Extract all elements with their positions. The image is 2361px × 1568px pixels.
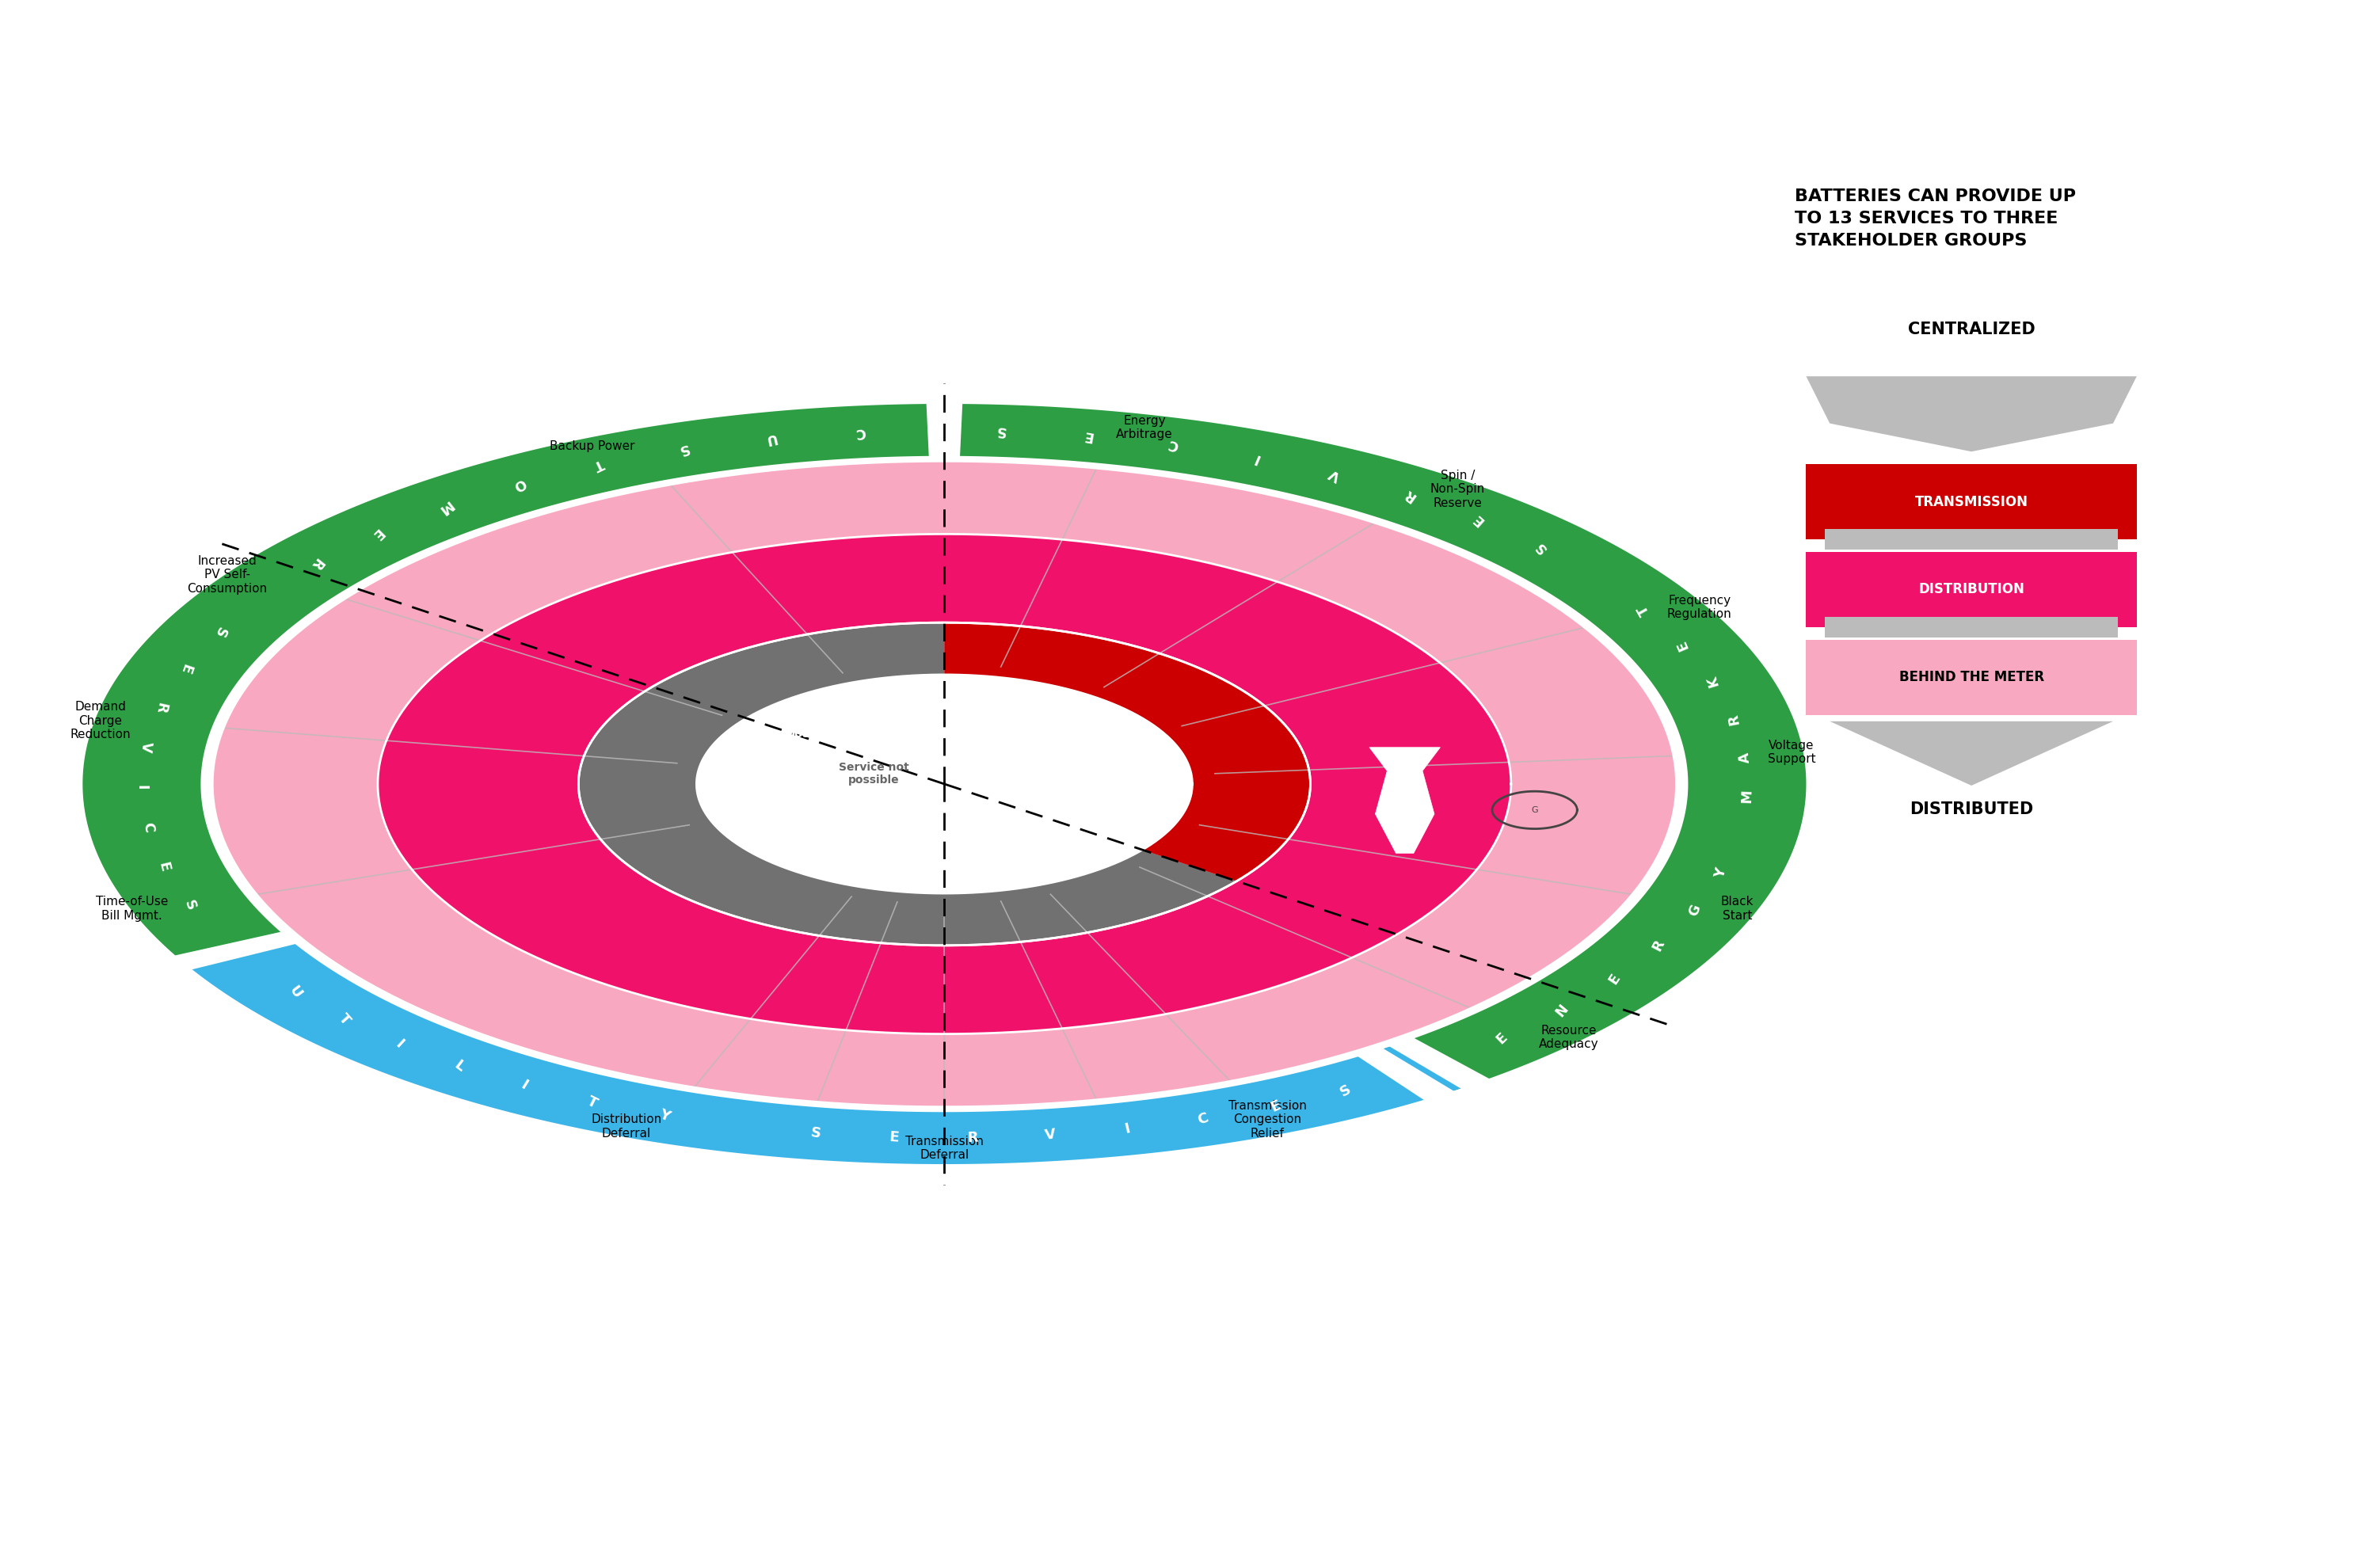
Polygon shape — [926, 394, 963, 466]
Text: Increased
PV Self-
Consumption: Increased PV Self- Consumption — [187, 555, 267, 594]
Text: C: C — [1166, 436, 1180, 453]
Polygon shape — [1346, 1040, 1466, 1109]
Text: TRANSMISSION: TRANSMISSION — [1915, 494, 2028, 510]
Text: G: G — [1686, 902, 1702, 917]
Text: E: E — [1081, 428, 1093, 444]
Text: Distribution
Deferral: Distribution Deferral — [590, 1113, 661, 1140]
Text: Demand
Charge
Reduction: Demand Charge Reduction — [71, 701, 130, 740]
Text: C: C — [1195, 1110, 1211, 1127]
Text: E: E — [368, 525, 385, 543]
Text: DISTRIBUTED: DISTRIBUTED — [1910, 801, 2033, 817]
Polygon shape — [153, 927, 316, 975]
Bar — [1825, 618, 2118, 637]
Text: S: S — [675, 441, 689, 458]
Text: G: G — [1532, 806, 1537, 814]
Text: S: S — [210, 624, 229, 640]
Polygon shape — [1369, 748, 1440, 853]
Text: L: L — [451, 1058, 467, 1074]
Text: Backup Power: Backup Power — [550, 441, 635, 452]
Text: R: R — [153, 701, 168, 713]
Polygon shape — [1079, 729, 1117, 817]
Text: R: R — [1726, 712, 1742, 726]
Text: E: E — [1268, 1098, 1284, 1115]
Text: S: S — [994, 423, 1006, 437]
Text: M: M — [1740, 789, 1754, 803]
Text: I: I — [517, 1079, 529, 1093]
Text: Spin /
Non-Spin
Reserve: Spin / Non-Spin Reserve — [1431, 469, 1485, 510]
Text: R: R — [1650, 938, 1667, 953]
Polygon shape — [184, 938, 1476, 1163]
Text: U: U — [286, 983, 305, 1000]
Polygon shape — [944, 405, 1806, 1096]
Text: S: S — [1532, 539, 1549, 555]
Text: E: E — [1471, 511, 1487, 528]
Text: Voltage
Support: Voltage Support — [1768, 740, 1816, 765]
Text: Black
Start: Black Start — [1721, 895, 1754, 922]
Text: V: V — [1327, 466, 1343, 483]
Text: E: E — [888, 1131, 900, 1145]
Text: M: M — [434, 497, 456, 517]
Text: S: S — [810, 1126, 822, 1142]
Text: Y: Y — [1714, 867, 1731, 880]
Text: Service not
possible: Service not possible — [838, 762, 909, 786]
Text: S: S — [182, 898, 198, 913]
Text: Transmission
Congestion
Relief: Transmission Congestion Relief — [1228, 1099, 1306, 1140]
Text: Service not
possible: Service not possible — [777, 713, 852, 740]
Text: K: K — [1705, 674, 1721, 688]
Text: C: C — [855, 425, 866, 439]
Text: A: A — [1738, 751, 1752, 764]
Text: T: T — [586, 1094, 600, 1110]
Text: Frequency
Regulation: Frequency Regulation — [1667, 594, 1733, 619]
Text: V: V — [1044, 1127, 1058, 1143]
Text: E: E — [1674, 638, 1690, 652]
Text: BATTERIES CAN PROVIDE UP
TO 13 SERVICES TO THREE
STAKEHOLDER GROUPS: BATTERIES CAN PROVIDE UP TO 13 SERVICES … — [1794, 188, 2075, 248]
Bar — [1806, 464, 2137, 539]
Bar — [1806, 552, 2137, 627]
Text: C: C — [139, 822, 156, 833]
Text: T: T — [593, 456, 607, 474]
Text: T: T — [335, 1011, 352, 1027]
Text: Time-of-Use
Bill Mgmt.: Time-of-Use Bill Mgmt. — [94, 895, 168, 922]
Text: E: E — [177, 662, 194, 676]
Text: U: U — [763, 430, 777, 447]
Text: Transmission
Deferral: Transmission Deferral — [904, 1135, 985, 1162]
Bar — [1825, 530, 2118, 549]
Text: E: E — [1495, 1030, 1511, 1047]
Text: I: I — [392, 1036, 406, 1051]
Polygon shape — [1376, 1030, 1504, 1096]
Text: Resource
Adequacy: Resource Adequacy — [1539, 1024, 1598, 1051]
Polygon shape — [1830, 721, 2113, 786]
Text: Energy
Arbitrage: Energy Arbitrage — [1117, 414, 1173, 441]
Text: S: S — [1339, 1082, 1353, 1099]
Bar — [1806, 640, 2137, 715]
Text: E: E — [1605, 971, 1622, 986]
Polygon shape — [71, 398, 1818, 1170]
Text: R: R — [307, 555, 326, 572]
Text: R: R — [966, 1131, 977, 1145]
Text: V: V — [139, 742, 153, 753]
Text: Y: Y — [656, 1107, 673, 1124]
Polygon shape — [696, 674, 1192, 894]
Text: N: N — [1554, 1002, 1570, 1019]
Text: BEHIND THE METER: BEHIND THE METER — [1898, 670, 2045, 685]
Text: CENTRALIZED: CENTRALIZED — [1908, 321, 2035, 337]
Polygon shape — [578, 622, 1237, 946]
Polygon shape — [1806, 376, 2137, 452]
Polygon shape — [83, 405, 944, 963]
Text: T: T — [1636, 602, 1653, 618]
Text: DISTRIBUTION: DISTRIBUTION — [1919, 582, 2023, 597]
Text: I: I — [1251, 450, 1261, 466]
Text: I: I — [1124, 1121, 1131, 1137]
Polygon shape — [944, 622, 1310, 881]
Polygon shape — [378, 535, 1511, 1033]
Text: O: O — [510, 475, 529, 492]
Text: R: R — [1400, 486, 1419, 505]
Polygon shape — [212, 461, 1676, 1107]
Text: E: E — [156, 861, 172, 873]
Text: I: I — [135, 784, 149, 790]
